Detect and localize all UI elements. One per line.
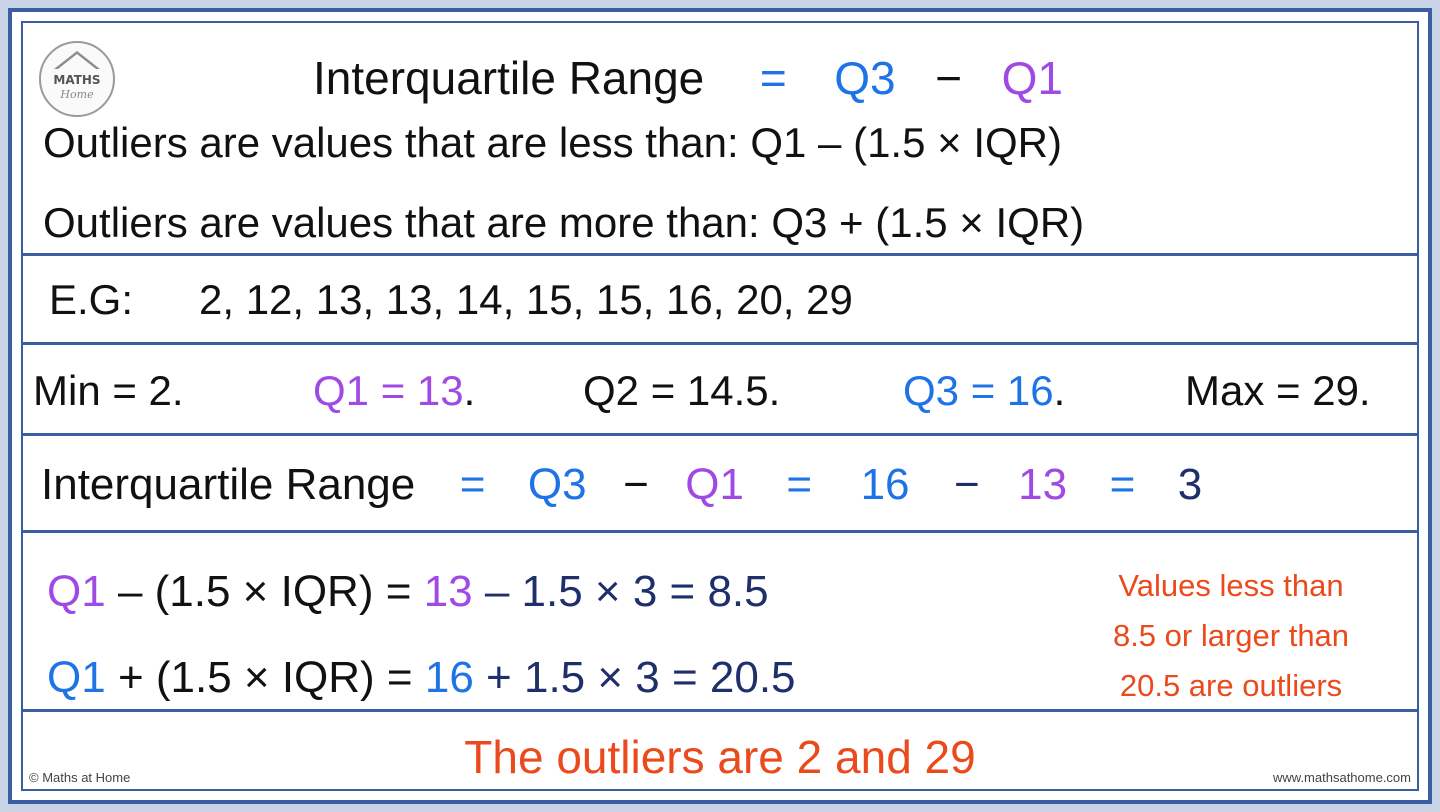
q2-value: Q2 = 14.5.: [583, 367, 781, 414]
slide-content: MATHS Home Interquartile Range = Q3 − Q1…: [21, 21, 1419, 791]
outlier-note: Values less than 8.5 or larger than 20.5…: [1112, 568, 1350, 703]
equals-sign: =: [759, 52, 787, 104]
copyright-text: © Maths at Home: [29, 770, 131, 785]
summary-section: Min = 2. Q1 = 13. Q2 = 14.5. Q3 = 16. Ma…: [23, 345, 1417, 433]
q3-term: Q3: [834, 52, 896, 104]
example-section: E.G: 2, 12, 13, 13, 14, 15, 15, 16, 20, …: [23, 256, 1417, 342]
lower-fence: Q1 – (1.5 × IQR) = 13 – 1.5 × 3 = 8.5: [47, 567, 769, 616]
iqr-formula: Interquartile Range = Q3 − Q1: [313, 51, 1063, 105]
divider: [23, 342, 1417, 345]
conclusion-text: The outliers are 2 and 29: [464, 731, 976, 783]
fences-section: Q1 – (1.5 × IQR) = 13 – 1.5 × 3 = 8.5 Q1…: [23, 533, 1417, 709]
slide-frame: MATHS Home Interquartile Range = Q3 − Q1…: [8, 8, 1432, 804]
website-url: www.mathsathome.com: [1273, 770, 1411, 785]
divider: [23, 709, 1417, 712]
iqr-calculation-section: Interquartile Range = Q3 − Q1 = 16 − 13 …: [23, 436, 1417, 530]
max-value: Max = 29.: [1185, 367, 1371, 414]
logo-script-text: Home: [60, 88, 94, 101]
conclusion-section: The outliers are 2 and 29 © Maths at Hom…: [23, 712, 1417, 791]
min-value: Min = 2.: [33, 367, 184, 414]
upper-outlier-rule: Outliers are values that are more than: …: [43, 199, 1085, 246]
example-label: E.G:: [49, 276, 134, 323]
rules-section: Interquartile Range = Q3 − Q1 Outliers a…: [23, 23, 1417, 253]
divider: [23, 433, 1417, 436]
iqr-label: Interquartile Range: [313, 52, 705, 104]
q1-term: Q1: [1001, 52, 1063, 104]
logo-text: MATHS: [53, 73, 101, 87]
iqr-calculation: Interquartile Range = Q3 − Q1 = 16 − 13 …: [41, 460, 1203, 509]
upper-fence: Q1 + (1.5 × IQR) = 16 + 1.5 × 3 = 20.5: [47, 653, 796, 702]
divider: [23, 530, 1417, 533]
q3-value: Q3 = 16.: [903, 367, 1066, 414]
minus-sign: −: [935, 52, 963, 104]
lower-outlier-rule: Outliers are values that are less than: …: [43, 119, 1062, 166]
example-values: 2, 12, 13, 13, 14, 15, 15, 16, 20, 29: [199, 276, 853, 323]
divider: [23, 253, 1417, 256]
q1-value: Q1 = 13.: [313, 367, 476, 414]
maths-at-home-logo: MATHS Home: [39, 41, 115, 117]
